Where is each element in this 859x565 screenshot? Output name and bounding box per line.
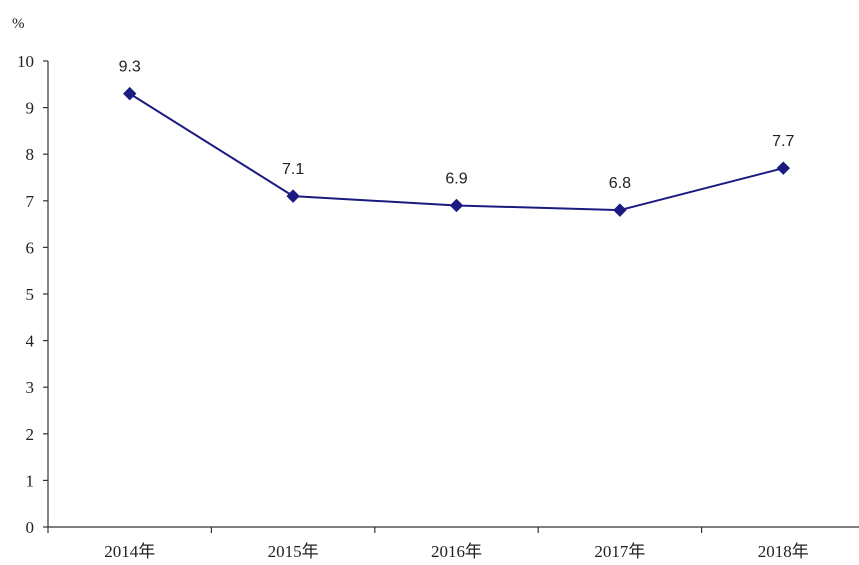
y-tick-label: 6 — [26, 238, 35, 257]
data-label-layer: 9.3 7.1 6.9 6.8 7.7 — [119, 59, 795, 192]
y-tick-label: 4 — [26, 332, 35, 351]
y-tick-label: 1 — [26, 471, 35, 490]
y-tick-label: 3 — [26, 378, 35, 397]
x-tick-label: 2017年 — [594, 542, 645, 561]
data-point-marker — [776, 161, 791, 175]
data-label: 6.8 — [609, 175, 631, 192]
y-tick-label: 10 — [17, 52, 34, 71]
y-tick-label: 9 — [26, 99, 35, 118]
x-axis: 2014年 2015年 2016年 2017年 2018年 — [47, 526, 859, 561]
data-label: 7.1 — [282, 161, 304, 178]
data-point-marker — [449, 198, 464, 213]
data-point-marker — [613, 203, 627, 217]
x-tick-label: 2015年 — [268, 542, 319, 561]
y-axis: 0 1 2 3 4 5 6 7 8 9 10 — [17, 52, 49, 537]
series-layer — [122, 86, 791, 217]
data-label: 9.3 — [119, 59, 141, 76]
y-tick-label: 2 — [26, 425, 35, 444]
data-label: 6.9 — [445, 170, 467, 187]
y-tick-label: 0 — [26, 518, 35, 537]
y-tick-label: 8 — [26, 145, 35, 164]
y-tick-label: 7 — [26, 192, 35, 211]
y-axis-unit-label: % — [12, 16, 25, 32]
x-tick-label: 2018年 — [758, 542, 809, 561]
data-point-marker — [286, 189, 300, 203]
data-point-marker — [122, 86, 137, 101]
x-tick-label: 2014年 — [104, 542, 155, 561]
y-tick-label: 5 — [26, 285, 35, 304]
data-label: 7.7 — [772, 133, 794, 150]
series-line — [129, 92, 784, 212]
x-tick-label: 2016年 — [431, 542, 482, 561]
